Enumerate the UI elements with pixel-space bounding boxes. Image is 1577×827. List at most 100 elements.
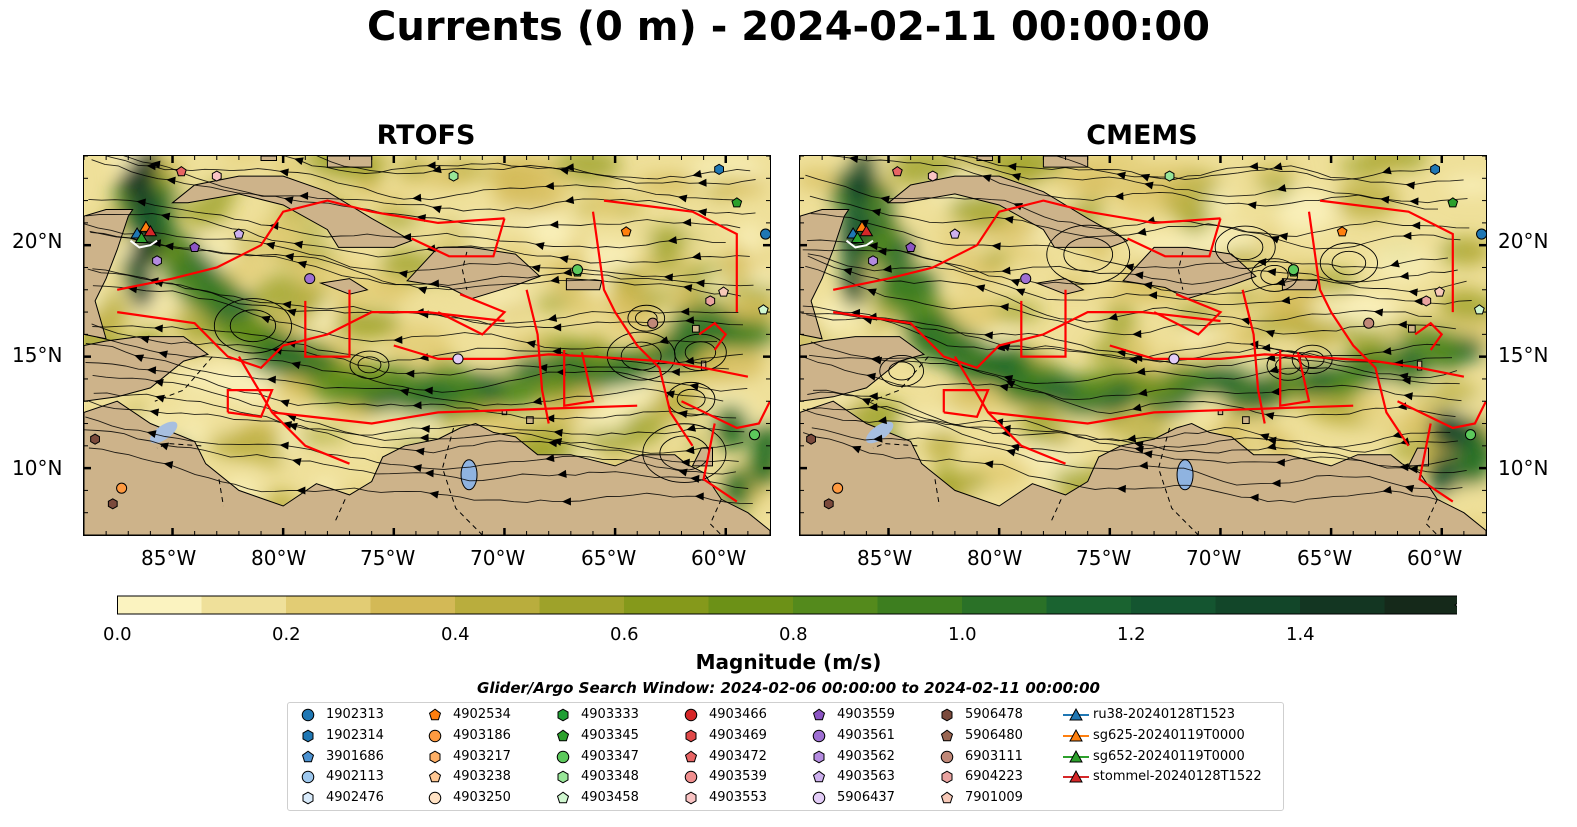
- streamline-arrow: [412, 464, 422, 473]
- streamline-arrow: [1278, 232, 1288, 241]
- legend-label: 4903539: [709, 769, 767, 785]
- streamline-arrow: [984, 460, 994, 469]
- colorbar-tick-6: 1.2: [1117, 624, 1146, 645]
- streamline-arrow: [557, 469, 567, 478]
- streamline-arrow: [873, 434, 883, 443]
- streamline: [809, 354, 1460, 385]
- legend-label: 4903469: [709, 727, 767, 743]
- streamline: [92, 285, 718, 350]
- boundary-line: [437, 293, 507, 336]
- colorbar-tick-4: 0.8: [779, 624, 808, 645]
- legend-label: 4903559: [837, 707, 895, 722]
- streamline-arrow: [1148, 291, 1158, 300]
- streamline-arrow: [1267, 436, 1277, 445]
- streamline-arrow: [545, 454, 555, 463]
- streamline-arrow: [154, 378, 164, 387]
- streamline-arrow: [1397, 320, 1407, 329]
- legend-label: 7901009: [965, 790, 1023, 806]
- streamline-arrow: [686, 423, 696, 432]
- streamline: [90, 231, 741, 297]
- streamline-arrow: [1373, 308, 1384, 317]
- streamline-arrow: [983, 331, 993, 340]
- colorbar-swatch: [1215, 596, 1301, 614]
- boundary-lines: [116, 199, 770, 503]
- streamline: [806, 406, 1458, 468]
- colorbar-label: Magnitude (m/s): [695, 650, 882, 674]
- streamline-arrow: [550, 275, 560, 284]
- country-border: [709, 499, 722, 535]
- streamline-arrow: [697, 208, 707, 217]
- float-marker: [1168, 353, 1180, 365]
- eddy-streamline: [1250, 258, 1299, 292]
- eddy-streamline: [676, 388, 706, 410]
- legend-marker-icon: [428, 729, 442, 743]
- glider-track: [129, 239, 158, 249]
- figure-title: Currents (0 m) - 2024-02-11 00:00:00: [367, 4, 1210, 50]
- streamline-arrow: [1134, 271, 1144, 280]
- legend-marker-icon: [1063, 707, 1089, 721]
- streamline-arrow: [532, 396, 542, 405]
- colorbar-extend-arrow: [1384, 596, 1469, 614]
- argo-floats: [90, 163, 770, 510]
- glider-marker: [859, 224, 874, 237]
- streamline-arrow: [1140, 173, 1151, 182]
- lon-label-70w-left: 70°W: [470, 546, 526, 570]
- eddy-streamline: [1227, 234, 1264, 261]
- lon-label-80w-left: 80°W: [251, 546, 307, 570]
- lon-label-80w-right: 80°W: [967, 546, 1023, 570]
- boundary-line: [393, 344, 749, 378]
- streamline: [801, 312, 1453, 364]
- float-marker: [891, 165, 903, 177]
- streamline-arrow: [1261, 343, 1271, 352]
- legend-label: 4902113: [326, 769, 384, 785]
- float-marker: [1020, 273, 1032, 285]
- land-polygon: [692, 324, 700, 333]
- streamline-arrow: [999, 383, 1009, 392]
- eddy-streamline: [879, 355, 925, 387]
- streamline-arrow: [561, 497, 571, 506]
- legend-label: 4903562: [837, 748, 895, 764]
- streamline-arrow: [663, 273, 674, 282]
- land-polygon: [1242, 416, 1250, 424]
- boundary-line: [271, 404, 638, 425]
- eddy-streamline: [1063, 236, 1114, 272]
- eddy-streamline: [642, 423, 727, 483]
- streamline-arrow: [677, 194, 688, 203]
- float-marker: [823, 498, 834, 510]
- streamline-arrow: [279, 441, 289, 450]
- legend-label: sg652-20240119T0000: [1093, 748, 1245, 764]
- country-border: [934, 479, 940, 507]
- country-border: [1157, 427, 1199, 535]
- legend-label: 4903348: [581, 769, 639, 785]
- streamline: [802, 408, 1467, 474]
- streamline-arrow: [163, 461, 174, 469]
- streamline-arrow: [1401, 376, 1411, 385]
- land-polygon: [1408, 324, 1416, 333]
- lat-label-15n-right: 15°N: [1498, 343, 1549, 367]
- float-marker: [175, 165, 187, 177]
- streamline-arrow: [283, 196, 294, 205]
- streamline-arrow: [146, 366, 157, 375]
- streamline-arrow: [551, 347, 562, 356]
- legend-label: 4903250: [453, 790, 511, 806]
- streamline-arrow: [146, 430, 157, 439]
- legend-label: 3901686: [326, 748, 384, 764]
- eddy-streamline: [1331, 250, 1367, 276]
- legend-label: 4903186: [453, 727, 511, 743]
- streamline-arrow: [1138, 461, 1149, 470]
- streamline: [123, 156, 741, 229]
- legend-marker-icon: [941, 708, 953, 722]
- streamline-arrow: [564, 163, 574, 172]
- streamline-arrow: [1405, 181, 1415, 190]
- colorbar-swatch: [1046, 596, 1132, 614]
- streamline-arrow: [299, 191, 309, 200]
- legend-marker-icon: [940, 791, 954, 804]
- land-polygon: [976, 156, 993, 161]
- streamline-arrow: [684, 356, 695, 365]
- lon-label-75w-right: 75°W: [1076, 546, 1132, 570]
- streamline-arrow: [1143, 450, 1153, 459]
- legend-marker-icon: [940, 729, 954, 741]
- legend-marker-icon: [428, 770, 442, 783]
- lake-nicaragua: [865, 421, 894, 444]
- streamline: [807, 239, 1458, 285]
